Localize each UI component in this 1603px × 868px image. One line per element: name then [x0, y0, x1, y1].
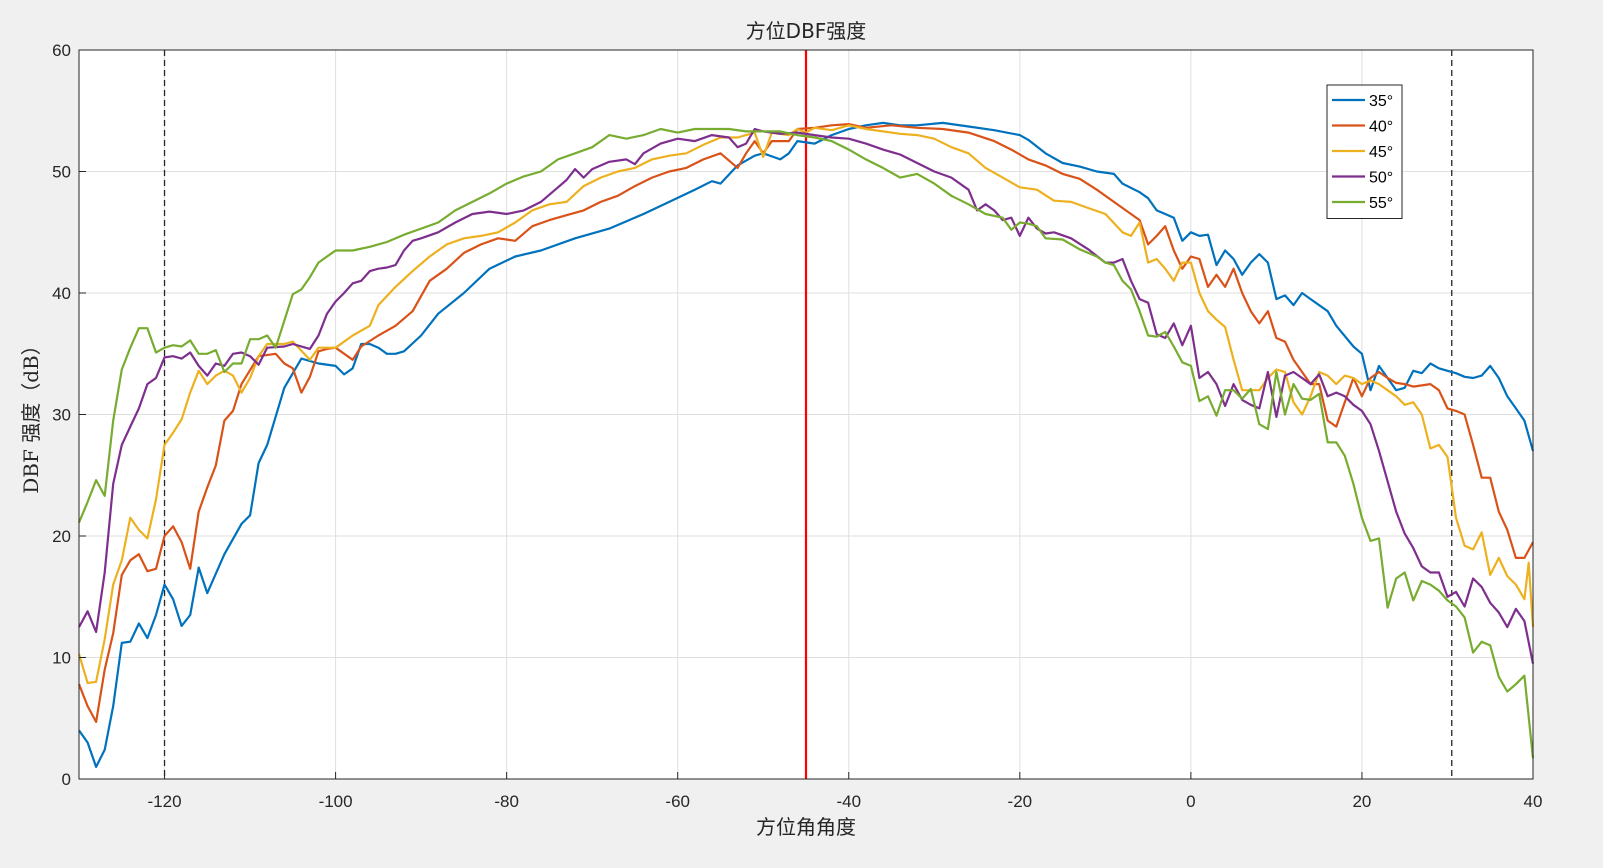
x-tick-label: -120 — [148, 792, 182, 811]
x-tick-label: -40 — [836, 792, 861, 811]
legend-label: 45° — [1369, 144, 1393, 161]
x-tick-label: -100 — [319, 792, 353, 811]
legend-label: 40° — [1369, 119, 1393, 136]
x-axis-label: 方位角角度 — [756, 815, 856, 839]
x-tick-label: 20 — [1352, 792, 1371, 811]
x-tick-label: -20 — [1008, 792, 1033, 811]
x-tick-label: 0 — [1186, 792, 1195, 811]
y-tick-label: 10 — [52, 649, 71, 668]
x-tick-label: -60 — [665, 792, 690, 811]
y-tick-label: 60 — [52, 41, 71, 60]
y-tick-label: 20 — [52, 527, 71, 546]
series-line-5 — [77, 127, 1535, 759]
series-line-4 — [78, 127, 1535, 664]
legend-label: 50° — [1369, 170, 1393, 187]
series-line-3 — [77, 124, 1535, 685]
legend: 35° 40° 45° 50° 55° — [1326, 84, 1403, 219]
y-tick-label: 40 — [52, 284, 71, 303]
chart-title: 方位DBF强度 — [746, 19, 867, 43]
axis-ticks: -120 -100 -80 -60 -40 -20 0 20 40 0 10 20 30 40 50 60 — [52, 41, 1542, 811]
series-line-2 — [77, 123, 1534, 723]
y-tick-label: 50 — [52, 163, 71, 182]
y-tick-label: 0 — [62, 770, 71, 789]
y-axis-label: DBF 强度（dB） — [19, 335, 43, 493]
legend-label: 35° — [1369, 93, 1393, 110]
x-tick-label: -80 — [494, 792, 519, 811]
x-tick-label: 40 — [1524, 792, 1543, 811]
y-tick-label: 30 — [52, 406, 71, 425]
legend-label: 55° — [1369, 195, 1393, 212]
series-layer — [77, 121, 1535, 768]
reference-lines — [163, 50, 1453, 779]
